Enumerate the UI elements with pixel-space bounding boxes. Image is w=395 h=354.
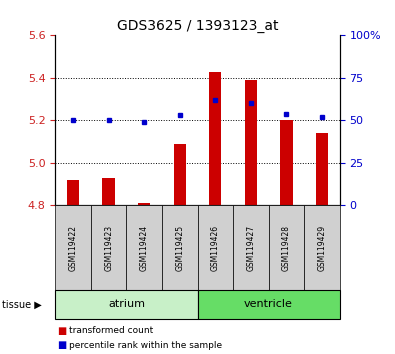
Text: percentile rank within the sample: percentile rank within the sample: [69, 341, 222, 350]
Text: GSM119424: GSM119424: [140, 225, 149, 271]
Text: GSM119428: GSM119428: [282, 225, 291, 271]
Text: GSM119426: GSM119426: [211, 225, 220, 271]
Text: GSM119427: GSM119427: [246, 225, 255, 271]
Text: GSM119429: GSM119429: [318, 225, 326, 271]
Bar: [316, 133, 328, 205]
Bar: [198, 290, 340, 319]
Text: GSM119422: GSM119422: [69, 225, 77, 271]
Bar: [91, 205, 126, 290]
Title: GDS3625 / 1393123_at: GDS3625 / 1393123_at: [117, 19, 278, 33]
Bar: [198, 205, 233, 290]
Bar: [67, 180, 79, 205]
Text: GSM119425: GSM119425: [175, 225, 184, 271]
Bar: [55, 205, 91, 290]
Bar: [245, 80, 257, 205]
Text: GSM119423: GSM119423: [104, 225, 113, 271]
Bar: [280, 120, 293, 205]
Bar: [269, 205, 304, 290]
Bar: [304, 205, 340, 290]
Bar: [126, 205, 162, 290]
Bar: [173, 144, 186, 205]
Bar: [138, 203, 150, 205]
Text: atrium: atrium: [108, 299, 145, 309]
Bar: [55, 290, 198, 319]
Bar: [102, 178, 115, 205]
Text: transformed count: transformed count: [69, 326, 153, 336]
Text: ventricle: ventricle: [244, 299, 293, 309]
Bar: [162, 205, 198, 290]
Bar: [209, 72, 222, 205]
Bar: [233, 205, 269, 290]
Text: ■: ■: [57, 340, 66, 350]
Text: tissue ▶: tissue ▶: [2, 299, 42, 309]
Text: ■: ■: [57, 326, 66, 336]
